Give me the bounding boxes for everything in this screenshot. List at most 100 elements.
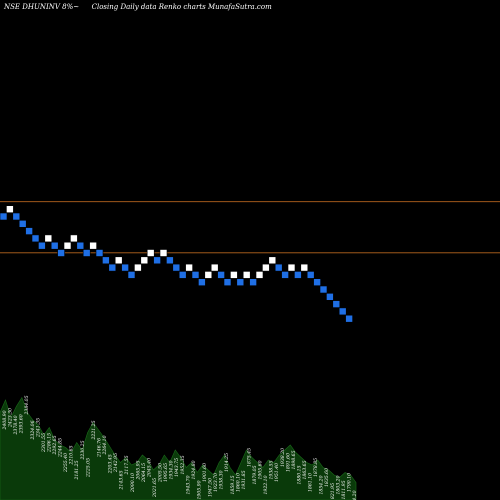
renko-brick-down (108, 263, 117, 272)
volume-area-shape (0, 396, 357, 500)
price-label: 1764.20 (352, 490, 358, 500)
renko-brick-down (345, 314, 353, 323)
price-label: 1790.10 (346, 473, 352, 492)
price-label: 1859.15 (230, 475, 236, 494)
renko-brick-down (153, 256, 161, 265)
renko-brick-up (242, 271, 251, 279)
renko-brick-up (255, 271, 264, 279)
renko-brick-down (249, 278, 257, 287)
renko-brick-down (236, 278, 245, 287)
price-label: 1863.65 (302, 460, 308, 479)
price-label: 2244.85 (58, 438, 64, 458)
renko-brick-down (82, 249, 91, 257)
price-label: 2292.65 (52, 435, 58, 455)
price-label: 1803.20 (335, 475, 341, 494)
price-label: 2142.95 (113, 453, 119, 473)
price-labels: 2408.90 2423.30 2378.40 2393.602384.052324.… (2, 395, 358, 500)
price-label: 1905.90 (196, 480, 202, 499)
price-label: 2301.55 (41, 433, 47, 453)
renko-brick-up (44, 234, 53, 243)
renko-brick-up (204, 271, 213, 279)
price-label: 1898.65 (291, 450, 297, 469)
price-label: 1943.70 (185, 475, 191, 494)
renko-brick-down (95, 249, 104, 257)
price-label: 2181.25 (74, 460, 80, 480)
chart-subtitle: Closing Daily data Renko charts MunafaSu… (91, 3, 272, 11)
renko-brick-up (210, 263, 219, 272)
price-label: 2203.45 (108, 454, 114, 474)
renko-brick-down (50, 241, 59, 250)
price-label: 1879.05 (252, 465, 258, 484)
renko-brick-up (140, 256, 149, 265)
price-label: 2210.65 (69, 445, 75, 465)
renko-brick-up (134, 263, 142, 272)
price-label: 1938.55 (269, 460, 275, 479)
renko-brick-down (166, 256, 174, 265)
renko-brick-up (262, 263, 270, 272)
renko-brick-up (89, 241, 97, 250)
renko-brick-down (332, 300, 341, 308)
chart-header: NSE DHUNINV 8%~ Closing Daily data Renko… (4, 3, 272, 11)
price-label: 1878.85 (313, 458, 319, 477)
price-label: 2117.55 (124, 455, 130, 475)
price-label: 1861.10 (308, 473, 314, 492)
renko-brick-down (191, 271, 200, 279)
renko-brick-down (223, 278, 232, 287)
price-label: 2045.40 (146, 458, 152, 478)
price-label: 2384.05 (24, 395, 30, 415)
renko-brick-down (102, 256, 110, 265)
renko-brick-down (338, 307, 347, 316)
price-label: 2230.25 (80, 440, 86, 460)
price-label: 1875.45 (246, 448, 252, 467)
price-label: 1923.70 (213, 473, 219, 492)
renko-brick-down (127, 271, 136, 279)
renko-brick-up (146, 249, 155, 257)
price-label: 2324.06 (30, 420, 36, 440)
price-label: 1905.60 (258, 460, 264, 479)
price-label: 2423.30 (8, 408, 14, 428)
price-label: 2255.40 (63, 453, 69, 473)
price-label: 1947.50 (208, 478, 214, 497)
renko-brick-down (121, 263, 129, 272)
renko-brick-down (57, 249, 65, 257)
renko-brick-up (185, 263, 193, 272)
renko-brick-down (76, 241, 85, 250)
renko-brick-up (114, 256, 123, 265)
renko-brick-down (31, 234, 40, 243)
price-label: 2221.25 (91, 420, 97, 440)
price-label: 1860.10 (235, 473, 241, 492)
renko-brick-down (38, 241, 46, 250)
price-label: 1821.95 (330, 483, 336, 500)
renko-brick-down (294, 271, 302, 279)
renko-brick-up (70, 234, 78, 243)
renko-brick-up (287, 263, 296, 272)
renko-brick-down (319, 285, 328, 294)
price-label: 1891.60 (285, 453, 291, 472)
price-label: 2143.65 (119, 470, 125, 490)
renko-brick-down (274, 263, 283, 272)
price-label: 2090.10 (130, 473, 136, 493)
renko-brick-down (0, 212, 8, 221)
price-label: 1854.20 (319, 475, 325, 494)
price-label: 1943.75 (174, 458, 180, 477)
price-label: 2225.05 (85, 458, 91, 478)
price-label: 2146.76 (96, 438, 102, 458)
renko-brick-down (217, 271, 225, 279)
renko-brick-down (18, 220, 27, 228)
price-label: 2021.65 (152, 478, 158, 498)
price-label: 2064.15 (141, 463, 147, 483)
renko-brick-down (25, 227, 33, 235)
price-label: 2065.95 (135, 460, 141, 480)
price-label: 1914.25 (224, 453, 230, 472)
renko-brick-down (306, 271, 315, 279)
renko-brick-down (313, 278, 321, 287)
renko-bricks (0, 205, 353, 323)
renko-brick-down (281, 271, 289, 279)
price-label: 1880.15 (296, 465, 302, 484)
price-label: 2286.15 (46, 433, 52, 453)
renko-brick-up (6, 205, 14, 213)
renko-brick-down (178, 271, 187, 279)
price-label: 1835.60 (324, 468, 330, 487)
renko-brick-up (300, 263, 309, 272)
